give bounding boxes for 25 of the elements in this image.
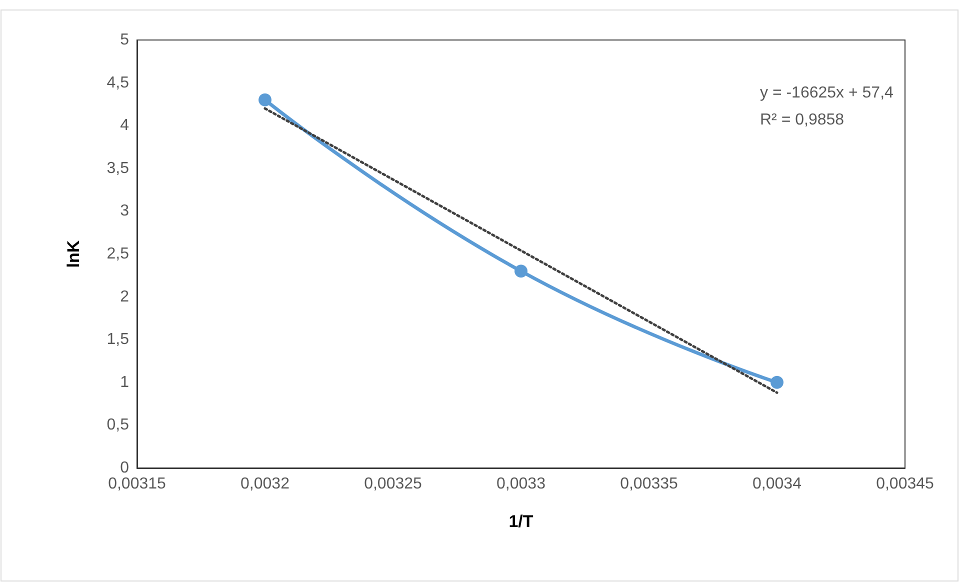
y-tick-label: 2 bbox=[120, 288, 130, 306]
y-tick-label: 2,5 bbox=[106, 246, 130, 262]
y-tick-label: 1 bbox=[120, 374, 130, 391]
annotation: R² = 0,9858 bbox=[760, 112, 844, 128]
y-tick-label: 3,5 bbox=[106, 160, 130, 177]
x-tick-label: 0,0032 bbox=[240, 476, 290, 492]
x-tick-label: 0,00315 bbox=[108, 476, 166, 492]
y-axis-title: lnK bbox=[64, 240, 83, 268]
y-tick-label: 5 bbox=[120, 32, 130, 48]
point bbox=[770, 376, 784, 389]
annotation: y = -16625x + 57,4 bbox=[760, 84, 894, 102]
point bbox=[514, 264, 528, 278]
y-tick-label: 0,5 bbox=[106, 416, 130, 434]
y-tick-label: 0 bbox=[120, 460, 130, 476]
x-tick-label: 0,00325 bbox=[364, 476, 422, 492]
x-tick-label: 0,0034 bbox=[752, 476, 802, 492]
y-tick-label: 4,5 bbox=[106, 74, 130, 92]
x-axis-title: 1/T bbox=[508, 512, 534, 531]
y-tick-label: 4 bbox=[120, 117, 130, 134]
y-tick-label: 1,5 bbox=[106, 331, 130, 348]
y-tick-label: 3 bbox=[120, 202, 130, 220]
x-tick-label: 0,00335 bbox=[620, 476, 678, 492]
x-tick-label: 0,0033 bbox=[496, 476, 546, 492]
point bbox=[258, 93, 272, 106]
x-tick-label: 0,00345 bbox=[876, 476, 934, 492]
